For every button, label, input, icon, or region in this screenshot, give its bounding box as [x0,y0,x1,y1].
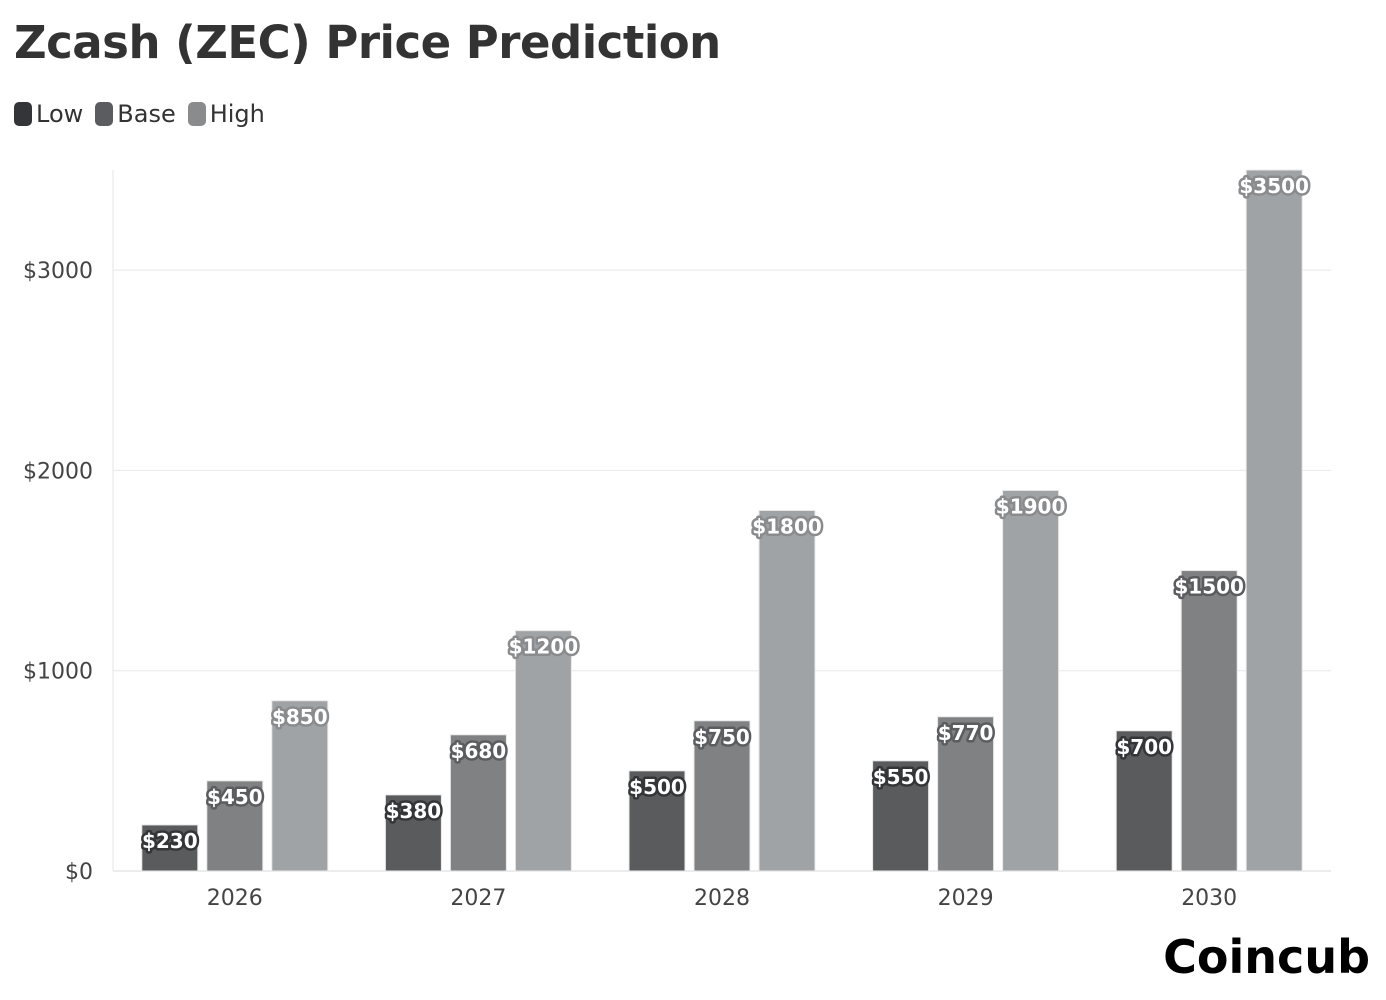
legend-swatch-high [187,102,206,126]
data-label: $1900 [996,494,1066,518]
bar-high [271,700,329,872]
data-label: $230 [142,829,198,853]
bar-low [1115,730,1173,872]
data-label: $380 [386,799,442,823]
data-label: $3500 [1239,174,1309,198]
legend: Low Base High [14,100,265,128]
legend-label: Base [117,100,176,128]
y-tick-label: $0 [65,860,93,885]
bar-base [206,780,264,872]
bar-low [628,770,686,872]
legend-item-high[interactable]: High [187,100,265,128]
legend-swatch-base [95,102,114,126]
bar-low [872,760,930,872]
y-tick-label: $3000 [23,259,93,284]
data-label: $450 [207,785,263,809]
bar-low [141,824,199,872]
x-tick-label: 2029 [938,886,994,911]
x-tick-label: 2030 [1181,886,1237,911]
data-label: $1800 [752,514,822,538]
bar-high [1002,489,1060,872]
data-label: $700 [1116,735,1172,759]
legend-item-base[interactable]: Base [95,100,176,128]
data-label: $500 [629,775,685,799]
bar-base [693,720,751,872]
data-label: $1500 [1174,575,1244,599]
data-label: $850 [272,705,328,729]
y-tick-label: $2000 [23,459,93,484]
x-tick-label: 2027 [450,886,506,911]
bar-base [937,716,995,872]
bar-base [1180,570,1238,872]
data-label: $550 [873,765,929,789]
bar-low [384,794,442,872]
legend-swatch-low [14,102,32,126]
legend-label: High [209,100,265,128]
legend-item-low[interactable]: Low [14,100,83,128]
x-tick-label: 2028 [694,886,750,911]
bar-base [449,734,507,872]
bar-high [514,630,572,872]
bar-high [758,509,816,872]
legend-label: Low [36,100,84,128]
chart-title: Zcash (ZEC) Price Prediction [14,16,721,69]
brand-logo: Coincub [1163,930,1370,984]
data-label: $1200 [509,635,579,659]
data-label: $770 [938,721,994,745]
y-tick-label: $1000 [23,660,93,685]
x-tick-label: 2026 [207,886,263,911]
bar-high [1245,169,1303,872]
data-label: $750 [694,725,750,749]
data-label: $680 [451,739,507,763]
